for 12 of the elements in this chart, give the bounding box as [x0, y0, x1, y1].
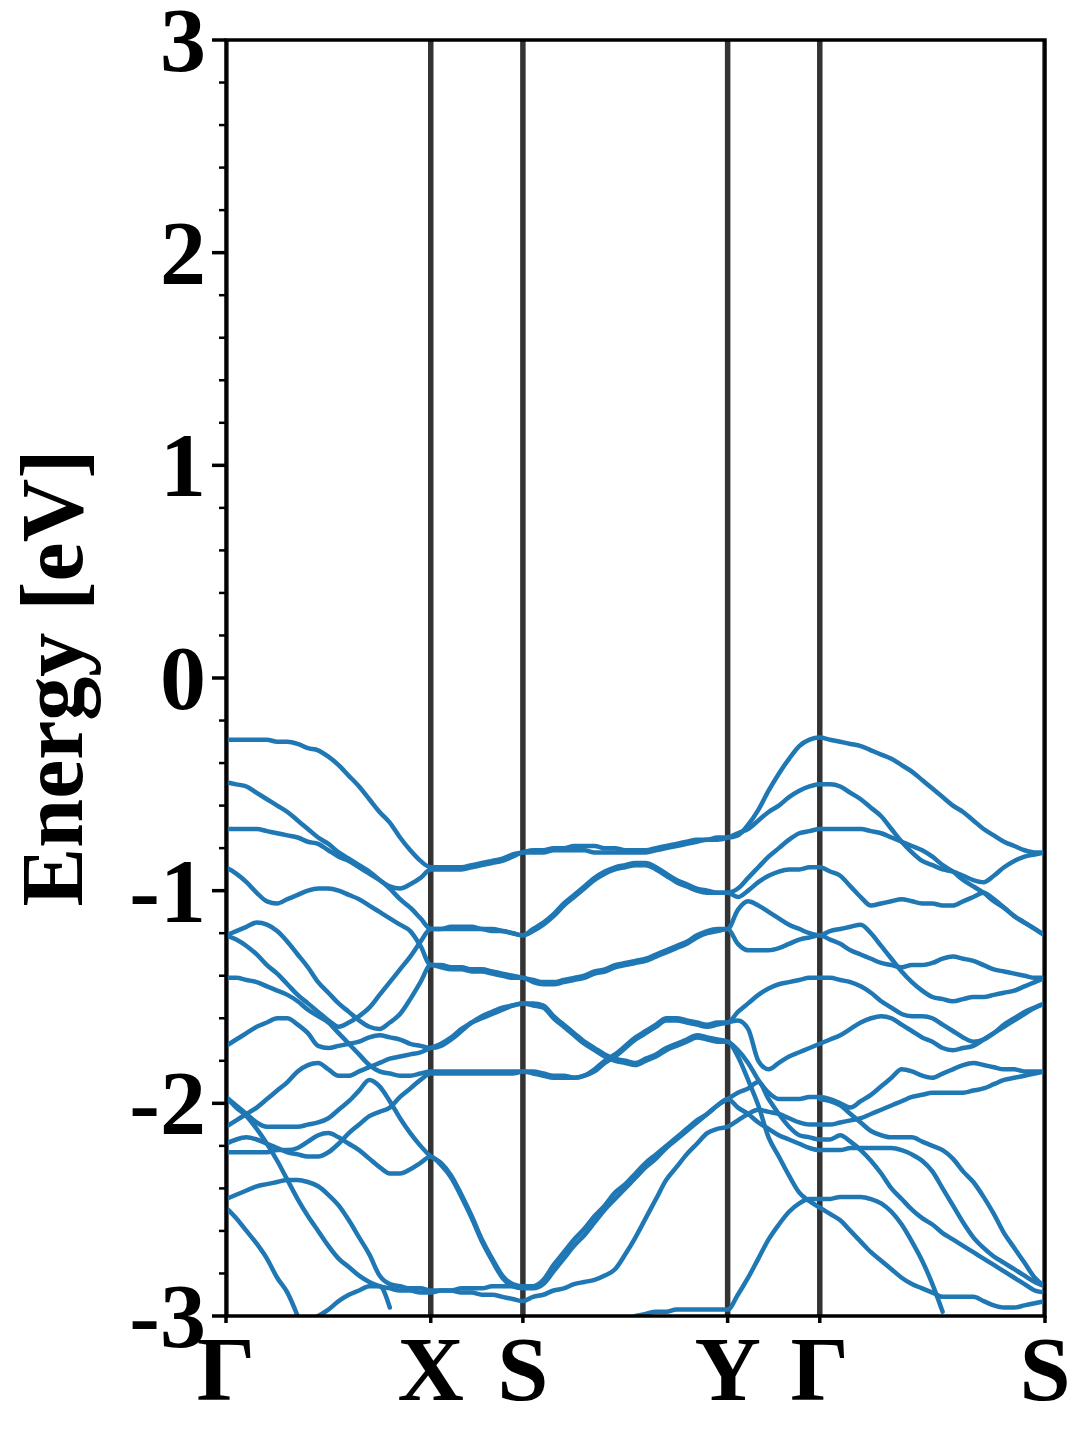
- x-tick-label: S: [497, 1317, 549, 1420]
- x-tick-label: Y: [694, 1317, 761, 1420]
- y-axis-title: Energy [eV]: [3, 449, 101, 907]
- y-tick-label: 2: [160, 201, 206, 304]
- y-tick-label: 1: [160, 414, 206, 517]
- x-tick-label: S: [1019, 1317, 1071, 1420]
- y-tick-label: 0: [160, 627, 206, 729]
- x-tick-label: X: [397, 1317, 464, 1420]
- y-tick-label: -1: [129, 839, 206, 942]
- y-tick-label: -2: [129, 1052, 206, 1155]
- x-tick-label: Γ: [790, 1317, 850, 1420]
- y-tick-label: 3: [160, 0, 206, 91]
